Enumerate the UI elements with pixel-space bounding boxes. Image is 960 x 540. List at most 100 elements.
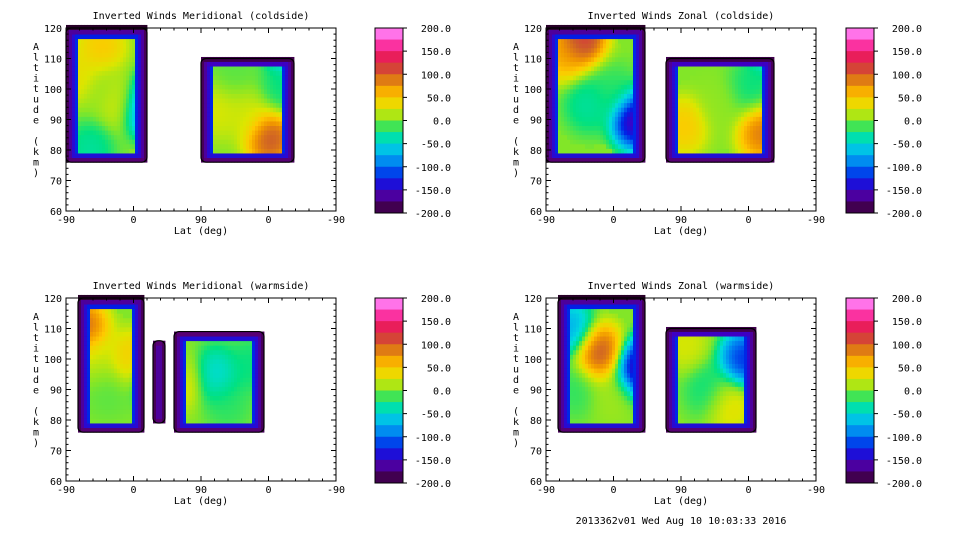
- field-cell: [222, 84, 226, 90]
- field-cell: [180, 413, 184, 419]
- field-cell: [720, 116, 724, 122]
- field-cell: [699, 157, 703, 163]
- field-cell: [207, 89, 211, 94]
- field-cell: [738, 93, 742, 99]
- field-cell: [126, 336, 130, 342]
- field-cell: [738, 107, 742, 113]
- field-cell: [603, 34, 607, 40]
- field-cell: [108, 423, 112, 429]
- field-cell: [93, 313, 97, 319]
- field-cell: [759, 56, 763, 62]
- field-cell: [609, 125, 613, 131]
- field-cell: [183, 368, 187, 374]
- field-cell: [126, 368, 130, 374]
- field-cell: [279, 125, 283, 131]
- field-cell: [711, 79, 715, 85]
- field-cell: [216, 148, 220, 154]
- field-cell: [576, 70, 580, 76]
- field-cell: [210, 336, 214, 342]
- field-cell: [267, 75, 271, 81]
- field-cell: [621, 134, 625, 140]
- field-cell: [108, 148, 112, 154]
- field-cell: [603, 143, 607, 149]
- field-cell: [699, 102, 703, 108]
- field-cell: [594, 52, 598, 58]
- field-cell: [753, 75, 757, 81]
- field-cell: [105, 386, 109, 392]
- field-cell: [192, 381, 196, 387]
- field-cell: [717, 121, 721, 126]
- field-cell: [729, 61, 733, 67]
- field-cell: [114, 336, 118, 342]
- field-cell: [642, 107, 646, 113]
- field-cell: [201, 98, 205, 104]
- field-cell: [186, 400, 190, 406]
- field-cell: [102, 363, 106, 369]
- field-cell: [558, 93, 562, 99]
- field-cell: [222, 79, 226, 85]
- field-cell: [114, 111, 118, 117]
- field-cell: [189, 345, 193, 351]
- field-cell: [66, 61, 70, 67]
- field-cell: [591, 43, 595, 49]
- field-cell: [288, 121, 292, 126]
- field-cell: [744, 89, 748, 94]
- field-cell: [132, 317, 136, 323]
- field-cell: [78, 404, 82, 410]
- field-cell: [615, 107, 619, 113]
- field-cell: [81, 143, 85, 149]
- field-cell: [756, 93, 760, 99]
- field-cell: [747, 79, 751, 85]
- field-cell: [123, 98, 127, 104]
- field-cell: [687, 121, 691, 126]
- field-cell: [252, 125, 256, 131]
- field-cell: [693, 130, 697, 136]
- field-cell: [588, 148, 592, 154]
- field-cell: [216, 111, 220, 117]
- field-cell: [594, 153, 598, 159]
- field-cell: [549, 153, 553, 159]
- field-cell: [708, 56, 712, 62]
- field-cell: [606, 139, 610, 145]
- field-cell: [240, 79, 244, 85]
- field-cell: [738, 61, 742, 67]
- field-cell: [81, 368, 85, 374]
- field-cell: [585, 125, 589, 131]
- colorbar-swatch: [846, 97, 874, 110]
- field-cell: [606, 153, 610, 159]
- field-cell: [144, 79, 148, 85]
- field-cell: [240, 121, 244, 126]
- field-cell: [72, 134, 76, 140]
- field-cell: [153, 413, 157, 419]
- field-cell: [204, 368, 208, 374]
- field-cell: [771, 130, 775, 136]
- field-cell: [567, 34, 571, 40]
- field-cell: [747, 125, 751, 131]
- field-cell: [618, 98, 622, 104]
- field-cell: [96, 66, 100, 72]
- field-cell: [90, 418, 94, 424]
- field-cell: [672, 93, 676, 99]
- field-cell: [120, 84, 124, 90]
- field-cell: [612, 107, 616, 113]
- field-cell: [81, 102, 85, 108]
- field-cell: [90, 409, 94, 415]
- field-cell: [282, 93, 286, 99]
- field-cell: [126, 66, 130, 72]
- field-cell: [720, 79, 724, 85]
- field-cell: [105, 331, 109, 337]
- field-cell: [555, 125, 559, 131]
- field-cell: [546, 111, 550, 117]
- field-cell: [126, 61, 130, 67]
- colorbar-swatch: [375, 155, 403, 168]
- field-cell: [225, 368, 229, 374]
- field-cell: [69, 121, 73, 126]
- field-cell: [84, 299, 88, 305]
- field-cell: [771, 143, 775, 149]
- field-cell: [750, 143, 754, 149]
- field-cell: [213, 377, 217, 383]
- field-cell: [759, 148, 763, 154]
- field-cell: [606, 70, 610, 76]
- field-cell: [99, 313, 103, 319]
- field-cell: [81, 157, 85, 163]
